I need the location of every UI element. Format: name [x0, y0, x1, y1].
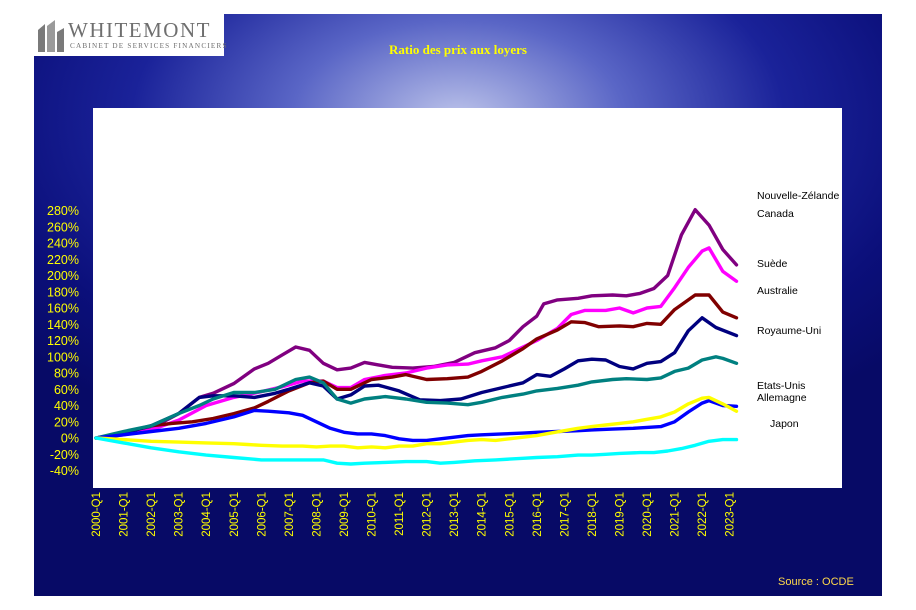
x-tick-label: 2006-Q1 — [256, 492, 268, 537]
series-line — [94, 316, 739, 440]
x-tick-label: 2011-Q1 — [394, 492, 406, 536]
y-tick-label: 180% — [47, 285, 79, 299]
y-axis-ticks: -40% -20% 0% 20% 40% 60% 80% 100% 120% 140% 160% 18… — [47, 204, 79, 478]
series-line — [94, 395, 739, 450]
series-label: Nouvelle-Zélande — [757, 190, 839, 202]
plot-area — [93, 108, 842, 488]
x-tick-label: 2018-Q1 — [587, 492, 599, 537]
whitemont-logo: WHITEMONT CABINET DE SERVICES FINANCIERS — [34, 14, 227, 56]
y-tick-label: 60% — [54, 383, 79, 397]
series-label: Australie — [757, 285, 798, 297]
x-tick-label: 2019-Q1 — [614, 492, 626, 537]
y-tick-label: 20% — [54, 415, 79, 429]
y-tick-label: 120% — [47, 334, 79, 348]
series-label: Royaume-Uni — [757, 325, 821, 337]
x-tick-label: 2004-Q1 — [201, 492, 213, 537]
y-tick-label: 280% — [47, 204, 79, 218]
x-tick-label: 2023-Q1 — [725, 492, 737, 537]
x-tick-label: 2014-Q1 — [477, 492, 489, 537]
y-tick-label: 40% — [54, 399, 79, 413]
y-tick-label: 0% — [61, 432, 79, 446]
series-labels: Nouvelle-Zélande Canada Suède Australie Roya… — [757, 190, 839, 430]
y-tick-label: 220% — [47, 253, 79, 267]
x-tick-label: 2015-Q1 — [504, 492, 516, 537]
series-label: Allemagne — [757, 392, 807, 404]
source-note: Source : OCDE — [778, 576, 854, 588]
x-tick-label: 2008-Q1 — [311, 492, 323, 537]
x-tick-label: 2009-Q1 — [339, 492, 351, 537]
x-tick-label: 2000-Q1 — [91, 492, 103, 537]
series-label: Suède — [757, 258, 788, 270]
series-line — [94, 293, 739, 440]
x-tick-label: 2003-Q1 — [174, 492, 186, 537]
x-tick-label: 2007-Q1 — [284, 492, 296, 537]
series-label: Japon — [770, 418, 799, 430]
x-tick-label: 2021-Q1 — [670, 492, 682, 537]
x-tick-label: 2002-Q1 — [146, 492, 158, 537]
series-line — [94, 355, 739, 440]
y-tick-label: 80% — [54, 367, 79, 381]
y-tick-label: 160% — [47, 302, 79, 316]
x-tick-label: 2001-Q1 — [119, 492, 131, 537]
x-tick-label: 2012-Q1 — [422, 492, 434, 537]
x-tick-label: 2022-Q1 — [697, 492, 709, 537]
series-label: Canada — [757, 208, 794, 220]
y-tick-label: -20% — [50, 448, 79, 462]
y-tick-label: -40% — [50, 464, 79, 478]
series-lines — [94, 207, 739, 466]
logo-subtitle: CABINET DE SERVICES FINANCIERS — [70, 42, 228, 50]
chart-title: Ratio des prix aux loyers — [389, 42, 527, 57]
y-tick-label: 240% — [47, 237, 79, 251]
series-line — [94, 398, 739, 443]
x-tick-label: 2010-Q1 — [367, 492, 379, 537]
x-axis-ticks: 2000-Q1 2001-Q1 2002-Q1 2003-Q1 2004-Q1 2005-… — [91, 492, 737, 537]
x-tick-label: 2005-Q1 — [229, 492, 241, 537]
x-tick-label: 2020-Q1 — [642, 492, 654, 537]
x-tick-label: 2017-Q1 — [559, 492, 571, 537]
y-tick-label: 200% — [47, 269, 79, 283]
y-tick-label: 140% — [47, 318, 79, 332]
series-line — [94, 436, 739, 466]
x-tick-label: 2013-Q1 — [449, 492, 461, 537]
y-tick-label: 260% — [47, 220, 79, 234]
logo-name: WHITEMONT — [68, 18, 211, 42]
building-icon — [38, 20, 64, 52]
y-tick-label: 100% — [47, 350, 79, 364]
x-tick-label: 2016-Q1 — [532, 492, 544, 537]
series-label: Etats-Unis — [757, 380, 805, 392]
